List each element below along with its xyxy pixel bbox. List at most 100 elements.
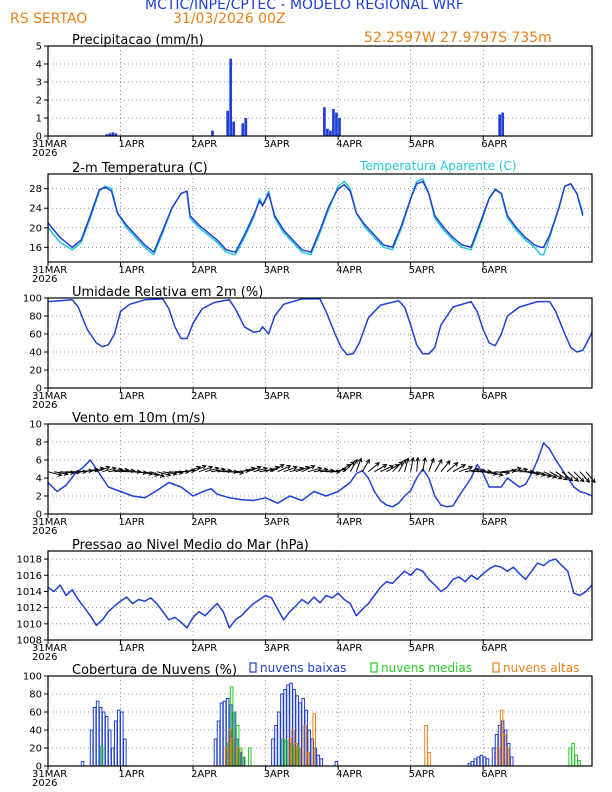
clouds-bar bbox=[92, 707, 97, 767]
clouds-xtick-label: 2APR bbox=[191, 769, 217, 780]
precip-ytick-label: 2 bbox=[36, 96, 42, 107]
rh-series-line bbox=[47, 298, 593, 356]
precip-bar bbox=[211, 130, 214, 136]
wind-vector bbox=[416, 457, 419, 472]
rh-xtick-label: 1APR bbox=[119, 391, 145, 402]
wind-vector bbox=[265, 466, 279, 473]
wind-vector bbox=[114, 469, 129, 473]
clouds-bar bbox=[509, 756, 514, 767]
rh-xtick-label: 3APR bbox=[264, 391, 290, 402]
precip-xtick-label: 5APR bbox=[409, 139, 435, 150]
rh-xtick-label: 31MAR bbox=[32, 391, 67, 402]
wind-vector bbox=[410, 457, 414, 472]
temp-xtick-label: 6APR bbox=[481, 265, 507, 276]
wind-vector bbox=[120, 469, 135, 473]
clouds-bar bbox=[334, 761, 339, 767]
clouds-bar bbox=[95, 700, 100, 767]
wind-frame bbox=[47, 423, 593, 515]
clouds-xtick-label: 6APR bbox=[481, 769, 507, 780]
wind-vector-head bbox=[523, 467, 529, 473]
precip-xtick-label: 4APR bbox=[336, 139, 362, 150]
precip-ytick-label: 0 bbox=[36, 132, 42, 143]
precip-bar bbox=[241, 123, 245, 136]
wind-xtick-label: 4APR bbox=[336, 517, 362, 528]
precip-panel bbox=[44, 45, 593, 140]
wind-vector-head bbox=[245, 468, 251, 474]
press-xtick-label: 3APR bbox=[264, 643, 290, 654]
press-xtick-label: 2APR bbox=[191, 643, 217, 654]
wind-vector-head bbox=[357, 457, 363, 463]
cloud-legend-swatch bbox=[249, 662, 257, 673]
clouds-bar bbox=[80, 761, 85, 767]
wind-vector-head bbox=[568, 476, 574, 482]
wind-vector-head bbox=[262, 466, 269, 472]
rh-xtick-label: 2APR bbox=[191, 391, 217, 402]
press-title: Pressao ao Nivel Medio do Mar (hPa) bbox=[72, 538, 309, 553]
wind-xtick-label: 5APR bbox=[409, 517, 435, 528]
rh-ytick-label: 0 bbox=[36, 384, 42, 395]
wind-vector-head bbox=[159, 473, 165, 478]
wind-vector bbox=[337, 464, 351, 473]
wind-vector-head bbox=[563, 475, 569, 481]
wind-vector bbox=[483, 471, 498, 475]
wind-vector bbox=[96, 466, 110, 473]
temp-xtick-label: 2APR bbox=[191, 265, 217, 276]
wind-vector-head bbox=[405, 457, 410, 463]
wind-vector bbox=[507, 467, 522, 473]
wind-vector-head bbox=[256, 465, 262, 471]
wind-vector bbox=[319, 469, 334, 473]
wind-vector-head bbox=[57, 472, 63, 477]
wind-vector-head bbox=[516, 466, 522, 472]
wind-vector bbox=[355, 458, 362, 472]
wind-vector bbox=[398, 459, 407, 472]
wind-vector bbox=[295, 466, 310, 473]
run-date-label: 31/03/2026 00Z bbox=[173, 11, 286, 27]
precip-bar bbox=[105, 134, 109, 136]
wind-vector bbox=[489, 471, 503, 476]
wind-vector bbox=[531, 471, 546, 476]
wind-vector bbox=[53, 471, 68, 475]
temp-ytick-label: 16 bbox=[29, 243, 42, 254]
clouds-xtick-label: 4APR bbox=[336, 769, 362, 780]
wind-vector-head bbox=[557, 475, 563, 480]
wind-vector bbox=[211, 468, 226, 473]
wind-vector bbox=[471, 469, 486, 473]
wind-ytick-label: 0 bbox=[36, 510, 42, 521]
temp-frame bbox=[47, 173, 593, 263]
temp-xtick-label: 1APR bbox=[119, 265, 145, 276]
temp-series-line bbox=[47, 178, 584, 256]
precip-ytick-label: 4 bbox=[36, 60, 42, 71]
coordinates-label: 52.2597W 27.9797S 735m bbox=[364, 30, 552, 46]
temp-xtick-label: 4APR bbox=[336, 265, 362, 276]
temp-xtick-label: 31MAR bbox=[32, 265, 67, 276]
wind-vector-head bbox=[401, 458, 407, 464]
precip-ytick-label: 3 bbox=[36, 78, 42, 89]
rh-ytick-label: 100 bbox=[23, 294, 42, 305]
clouds-bar bbox=[427, 752, 431, 767]
wind-vector bbox=[150, 471, 165, 477]
clouds-bar bbox=[247, 747, 252, 767]
press-year-label: 2026 bbox=[32, 652, 57, 663]
press-xtick-label: 5APR bbox=[409, 643, 435, 654]
wind-vector-head bbox=[579, 477, 585, 483]
clouds-year-label: 2026 bbox=[32, 778, 57, 789]
press-series-line bbox=[47, 558, 593, 629]
press-xtick-label: 4APR bbox=[336, 643, 362, 654]
clouds-bar bbox=[476, 756, 481, 767]
wind-ytick-label: 8 bbox=[36, 438, 42, 449]
wind-vector bbox=[361, 459, 370, 472]
precip-bar bbox=[114, 133, 118, 136]
precip-bar bbox=[244, 118, 248, 136]
wind-vector-head bbox=[446, 460, 451, 466]
wind-vector bbox=[47, 471, 62, 476]
precip-bar bbox=[111, 132, 115, 136]
wind-vector bbox=[561, 471, 573, 482]
wind-ytick-label: 10 bbox=[29, 420, 42, 431]
clouds-bar bbox=[123, 738, 127, 767]
precip-ytick-label: 5 bbox=[36, 42, 42, 53]
wind-vector-head bbox=[389, 465, 395, 470]
clouds-xtick-label: 1APR bbox=[119, 769, 145, 780]
wind-vector-head bbox=[585, 478, 590, 483]
wind-vector-head bbox=[353, 458, 358, 464]
wind-vector bbox=[198, 466, 213, 473]
